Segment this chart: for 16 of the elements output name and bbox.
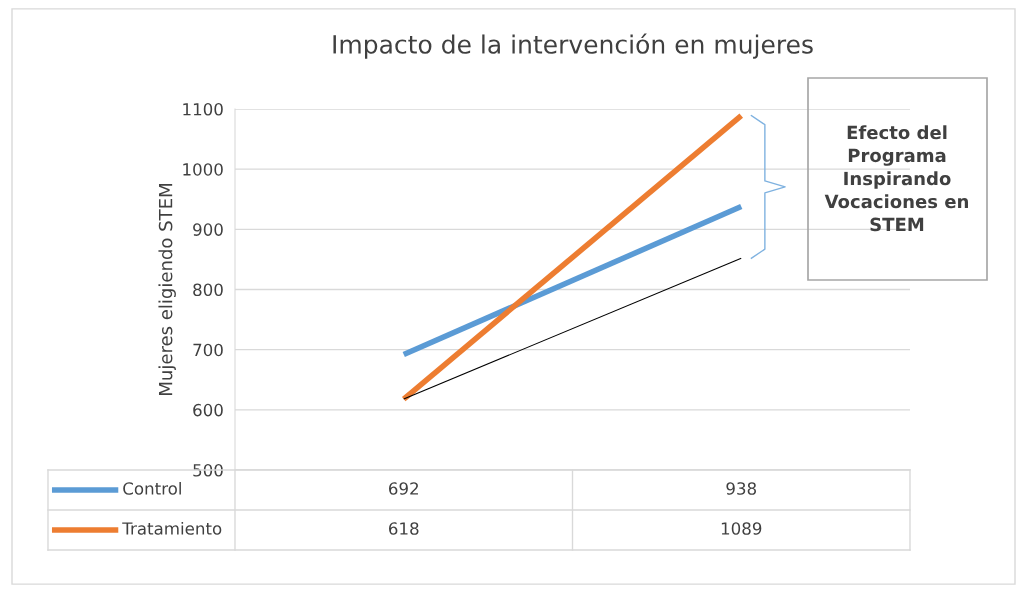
chart-title: Impacto de la intervención en mujeres [333,33,813,59]
legend-label: Tratamiento [122,521,222,535]
legend-label: Control [123,481,181,495]
y-tick-label: 900 [193,223,223,236]
annotation: Efecto del Programa Inspirando Vocaciones en STEM [824,125,968,232]
y-tick-label: 500 [193,463,223,477]
y-tick-label: 600 [193,403,223,417]
y-tick-label: 1000 [183,163,223,176]
data-label: 692 [389,482,418,495]
data-label: 618 [389,522,419,535]
data-label: 938 [726,482,757,495]
data-label: 1089 [721,522,762,535]
y-tick-label: 1100 [183,102,223,116]
y-axis-title: Mujeres eligiendo STEM [158,184,176,395]
y-tick-label: 700 [193,343,223,357]
y-tick-label: 800 [193,283,223,297]
